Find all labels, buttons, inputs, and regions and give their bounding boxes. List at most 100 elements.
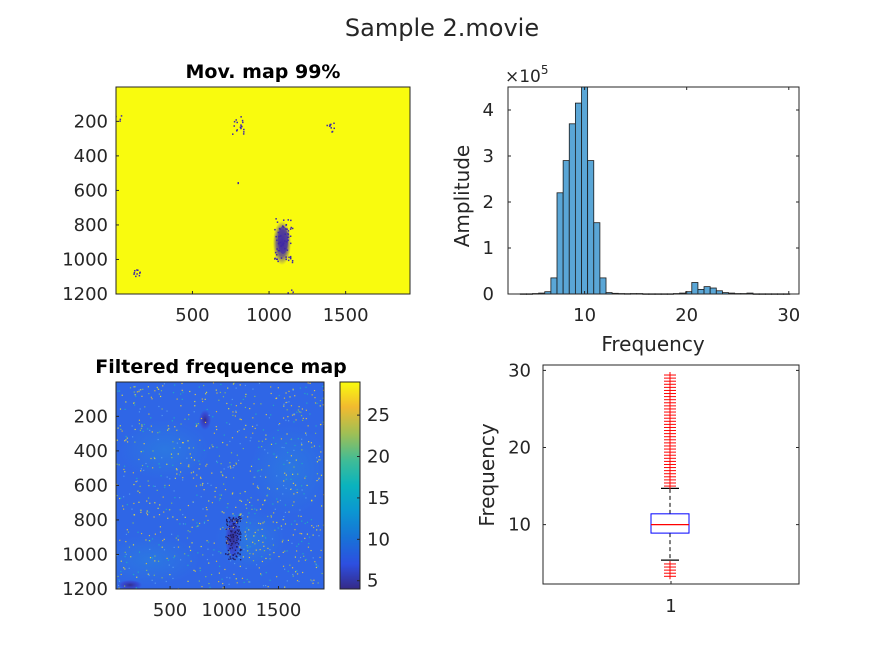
frequency-speck (299, 509, 301, 511)
frequency-speck (292, 388, 294, 390)
frequency-speck (138, 411, 141, 413)
frequency-speck (149, 548, 151, 551)
frequency-speck (213, 549, 215, 551)
frequency-speck (172, 566, 174, 568)
frequency-speck (187, 580, 189, 582)
histogram-bar (581, 86, 589, 295)
frequency-speck (190, 472, 193, 474)
frequency-speck (284, 586, 286, 588)
frequency-speck (278, 555, 280, 558)
frequency-speck (189, 549, 192, 552)
frequency-speck (178, 438, 181, 440)
frequency-speck (290, 488, 292, 491)
frequency-speck (207, 482, 209, 485)
movement-speck (278, 235, 280, 238)
frequency-speck (169, 573, 171, 576)
frequency-speck (116, 494, 118, 497)
frequency-dark-speck (239, 531, 241, 533)
frequency-speck (117, 390, 119, 392)
frequency-speck (123, 468, 125, 471)
frequency-speck (187, 504, 190, 507)
frequency-dark-speck (227, 534, 230, 537)
frequency-speck (162, 496, 164, 498)
frequency-speck (123, 567, 125, 569)
frequency-speck (149, 556, 152, 559)
frequency-speck (210, 484, 212, 486)
movement-speck (236, 129, 238, 131)
frequency-speck (218, 399, 220, 401)
frequency-speck (295, 419, 297, 421)
frequency-speck (124, 471, 126, 473)
histogram-y-exponent: ×105 (505, 63, 549, 87)
box-y-tick-label: 20 (508, 438, 531, 459)
frequency-speck (318, 477, 320, 479)
frequency-speck (315, 564, 317, 566)
frequency-speck (148, 485, 150, 487)
movement-speck (279, 235, 282, 237)
frequency-speck (299, 387, 301, 389)
frequency-speck (270, 516, 272, 518)
frequency-speck (119, 408, 122, 410)
movement-speck (287, 239, 289, 242)
frequency-speck (154, 502, 156, 504)
frequency-speck (301, 489, 303, 491)
frequency-speck (181, 398, 183, 400)
frequency-dark-speck (237, 518, 239, 521)
frequency-speck (123, 465, 126, 467)
frequency-speck (314, 397, 316, 399)
movement-speck (276, 248, 278, 250)
frequency-speck (244, 384, 247, 387)
frequency-speck (284, 568, 286, 570)
frequency-speck (306, 402, 308, 404)
frequency-speck (168, 484, 170, 487)
mov-y-tick-label: 1000 (62, 249, 108, 270)
frequency-speck (139, 408, 141, 410)
movement-speck (119, 120, 121, 122)
movement-speck (284, 247, 286, 250)
movement-speck (330, 123, 332, 126)
frequency-speck (310, 549, 312, 552)
frequency-speck (180, 462, 182, 464)
frequency-speck (265, 413, 267, 416)
frequency-speck (239, 443, 241, 445)
frequency-speck (238, 556, 240, 559)
frequency-speck (223, 483, 225, 485)
frequency-speck (194, 393, 196, 396)
frequency-speck (117, 584, 120, 587)
frequency-dark-speck (228, 528, 230, 530)
movement-speck (233, 120, 236, 123)
frequency-speck (141, 395, 143, 397)
hist-x-tick-label: 10 (573, 305, 596, 326)
frequency-speck (255, 413, 257, 415)
frequency-speck (154, 582, 156, 584)
frequency-speck (154, 485, 156, 488)
frequency-speck (322, 421, 324, 423)
frequency-speck (276, 475, 278, 477)
frequency-speck (208, 500, 210, 502)
frequency-dark-speck (230, 534, 232, 536)
frequency-speck (302, 419, 304, 421)
frequency-speck (305, 497, 307, 499)
frequency-speck (161, 414, 163, 417)
frequency-speck (125, 541, 127, 543)
frequency-speck (317, 565, 319, 567)
frequency-speck (226, 506, 228, 509)
frequency-speck (298, 405, 300, 408)
frequency-speck (302, 571, 304, 574)
histogram-bar (593, 222, 601, 295)
frequency-speck (263, 545, 265, 547)
frequency-dark-speck (238, 533, 240, 536)
frequency-speck (163, 511, 165, 513)
frequency-speck (139, 429, 142, 431)
frequency-speck (322, 389, 324, 391)
frequency-speck (304, 477, 306, 479)
frequency-speck (133, 391, 135, 393)
frequency-speck (206, 509, 208, 511)
frequency-speck (261, 440, 263, 442)
frequency-speck (195, 425, 197, 428)
frequency-speck (151, 579, 153, 581)
histogram-bar (556, 192, 564, 295)
frequency-speck (163, 549, 166, 551)
frequency-speck (292, 573, 294, 576)
